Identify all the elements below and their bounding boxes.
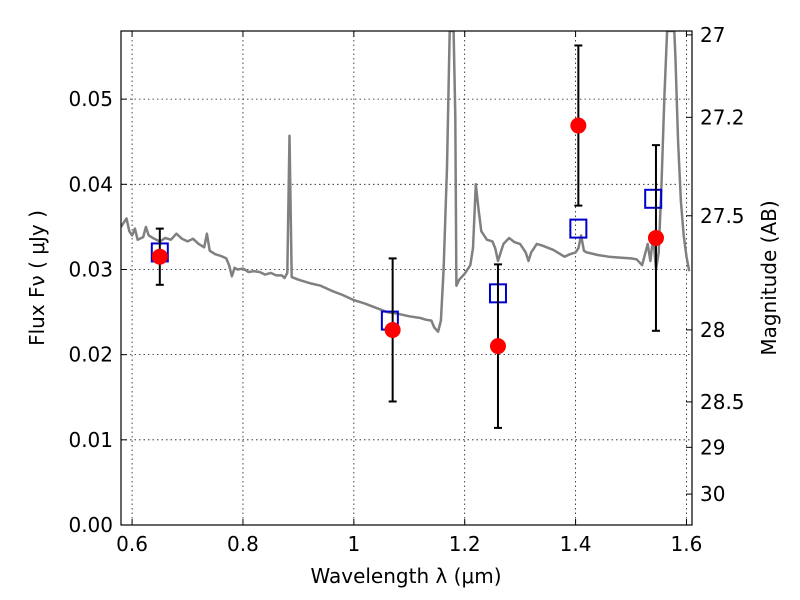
x-axis-label: Wavelength λ (μm) <box>310 564 501 588</box>
x-tick-label: 0.6 <box>116 532 148 556</box>
plot-frame <box>120 30 693 526</box>
y-right-tick-label: 29 <box>700 435 725 459</box>
y-tick-label: 0.03 <box>68 257 113 281</box>
y-right-tick-label: 27.5 <box>700 204 745 228</box>
x-tick-label: 1.6 <box>671 532 703 556</box>
y-right-tick-label: 28 <box>700 318 725 342</box>
x-tick-label: 1.4 <box>560 532 592 556</box>
x-tick-label: 0.8 <box>227 532 259 556</box>
y-right-tick-label: 27.2 <box>700 105 745 129</box>
y-tick-label: 0.04 <box>68 172 113 196</box>
observed-point <box>489 338 506 355</box>
observed-point <box>384 321 401 338</box>
y-tick-label: 0.05 <box>68 87 113 111</box>
y-axis-label: Flux Fν ( μJy ) <box>25 210 49 346</box>
y-tick-label: 0.00 <box>68 513 113 537</box>
observed-point <box>151 248 168 265</box>
model-sed-line <box>121 31 691 333</box>
axis-ticks: 0.6 0.8 1 1.2 1.4 1.6 0.00 0.01 0.02 0.03 0.04 0.05… <box>68 23 744 556</box>
plot-area <box>121 31 691 429</box>
y-tick-label: 0.01 <box>68 428 113 452</box>
y-right-tick-label: 30 <box>700 482 725 506</box>
model-photometry-box <box>569 218 588 239</box>
y-right-tick-label: 27 <box>700 23 725 47</box>
y-right-axis-label: Magnitude (AB) <box>757 200 781 355</box>
grid <box>121 31 692 525</box>
x-tick-label: 1 <box>347 532 360 556</box>
observed-point <box>647 229 664 246</box>
model-photometry-box <box>644 188 663 209</box>
x-tick-label: 1.2 <box>449 532 481 556</box>
y-right-tick-label: 28.5 <box>700 390 745 414</box>
observed-point <box>570 117 587 134</box>
y-tick-label: 0.02 <box>68 343 113 367</box>
